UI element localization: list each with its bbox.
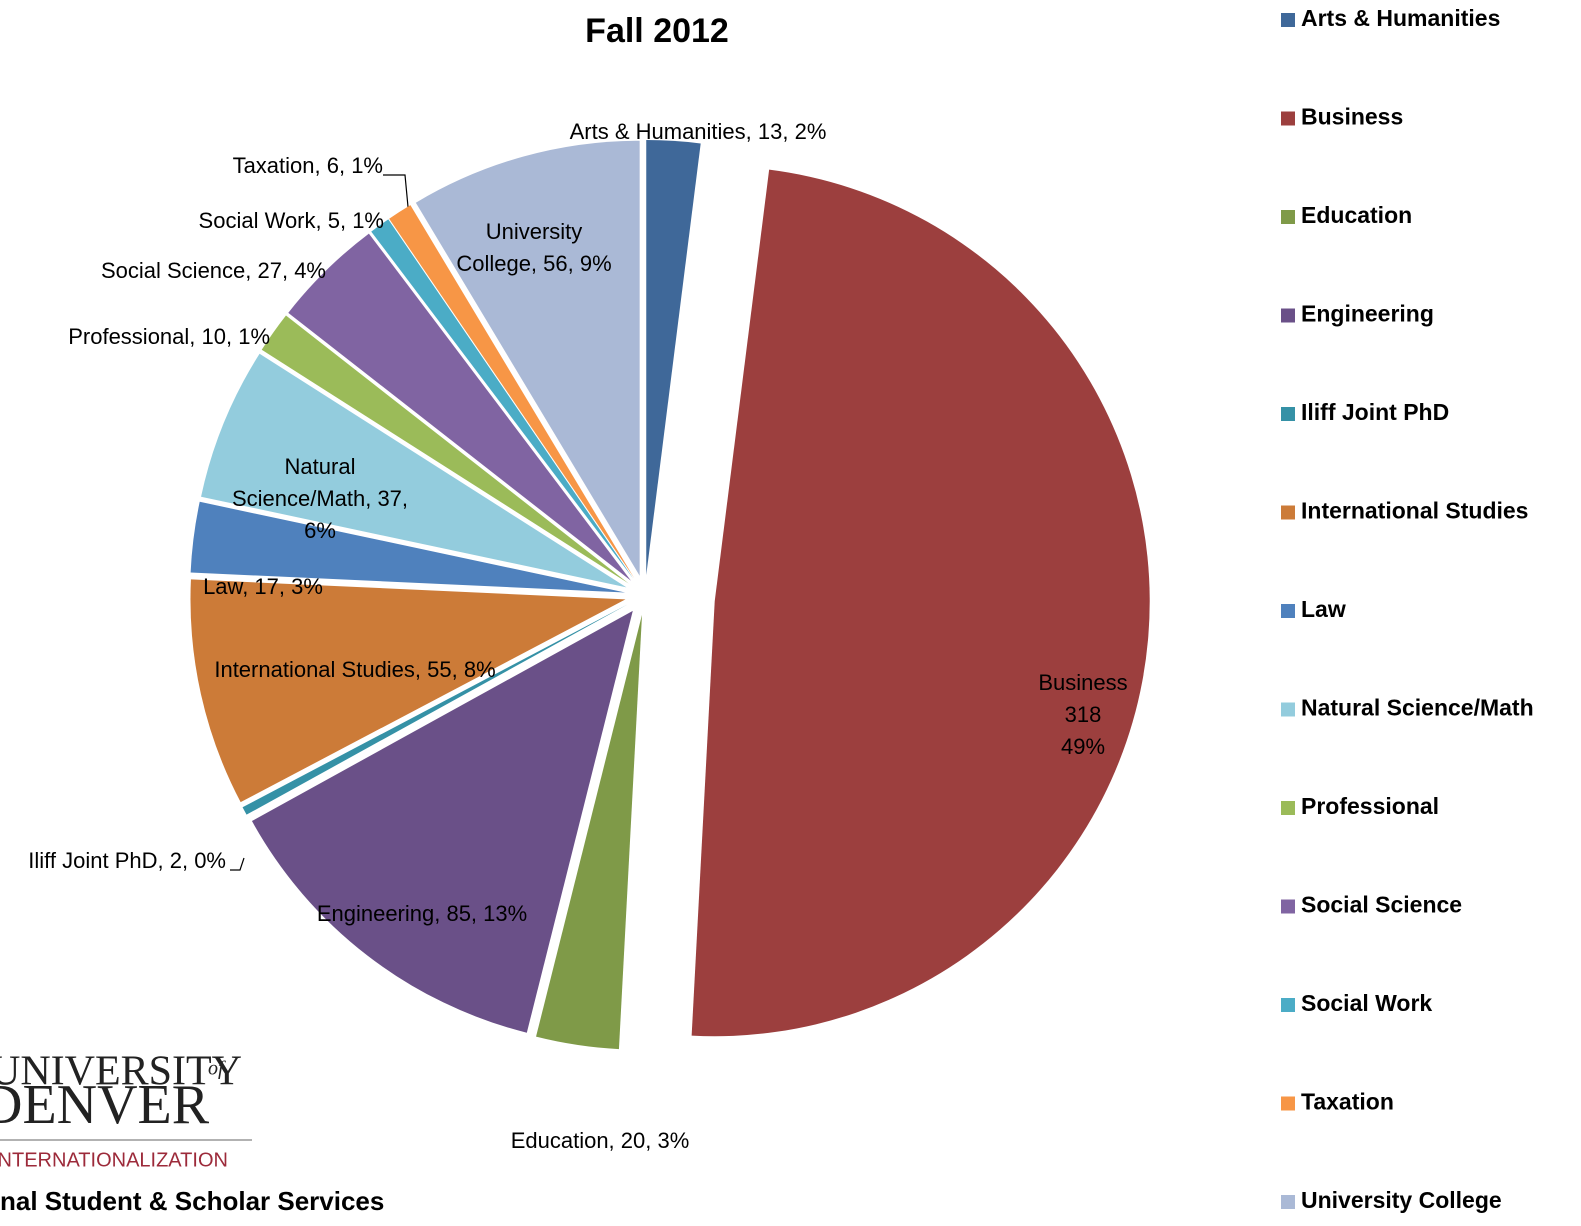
data-label: 6%: [304, 518, 336, 543]
legend-label: Law: [1301, 596, 1346, 622]
data-label: Engineering, 85, 13%: [317, 901, 527, 926]
pie-slice: [389, 205, 635, 579]
legend-swatch: [1281, 1195, 1295, 1209]
data-label: 318: [1065, 702, 1102, 727]
legend-swatch: [1281, 899, 1295, 914]
legend-label: Iliff Joint PhD: [1301, 399, 1449, 425]
logo-unit: INTERNATIONALIZATION: [0, 1149, 228, 1171]
pie-slice: [261, 315, 629, 584]
logo: UNIVERSITY of DENVER INTERNATIONALIZATIO…: [0, 1049, 384, 1216]
data-label: Education, 20, 3%: [511, 1128, 690, 1153]
legend-swatch: [1281, 505, 1295, 520]
pie-slice: [201, 353, 627, 588]
legend-swatch: [1281, 604, 1295, 618]
data-label: Business: [1038, 670, 1127, 695]
pie-slice: [288, 233, 631, 581]
legend-swatch: [1281, 1096, 1295, 1111]
data-label: 49%: [1061, 734, 1105, 759]
pie-slice: [371, 219, 634, 579]
legend-swatch: [1281, 13, 1295, 27]
legend-label: Professional: [1301, 793, 1439, 819]
data-label: Iliff Joint PhD, 2, 0%: [28, 848, 226, 873]
data-label: College, 56, 9%: [456, 251, 611, 276]
legend-swatch: [1281, 111, 1295, 126]
legend-swatch: [1281, 210, 1295, 224]
pie-slice: [242, 604, 628, 815]
pie-slice: [415, 140, 640, 576]
pie-slice: [646, 140, 701, 576]
legend-label: Engineering: [1301, 301, 1434, 327]
data-label: Arts & Humanities, 13, 2%: [570, 119, 827, 144]
legend-swatch: [1281, 801, 1295, 815]
data-label: Law, 17, 3%: [203, 574, 323, 599]
logo-office: nal Student & Scholar Services: [0, 1186, 384, 1216]
legend-swatch: [1281, 998, 1295, 1012]
data-label: Natural: [285, 454, 356, 479]
legend-label: Arts & Humanities: [1301, 5, 1500, 31]
pie-slice: [691, 169, 1150, 1037]
legend-swatch: [1281, 308, 1295, 323]
data-label: International Studies, 55, 8%: [214, 657, 495, 682]
legend-label: University College: [1301, 1187, 1502, 1213]
legend-label: Taxation: [1301, 1089, 1394, 1115]
logo-university: UNIVERSITY: [0, 1049, 242, 1095]
legend-label: Social Work: [1301, 990, 1432, 1016]
pie-slice: [251, 610, 633, 1033]
data-label: Social Science, 27, 4%: [101, 258, 326, 283]
chart-title: Fall 2012: [585, 12, 729, 50]
data-label: University: [486, 219, 583, 244]
pie-slice: [190, 501, 626, 593]
legend-swatch: [1281, 702, 1295, 717]
leader-line: [230, 857, 245, 871]
legend-label: Social Science: [1301, 892, 1462, 918]
data-label: Taxation, 6, 1%: [233, 153, 383, 178]
data-label: Science/Math, 37,: [232, 486, 408, 511]
data-label: Social Work, 5, 1%: [199, 208, 384, 233]
legend-swatch: [1281, 407, 1295, 421]
legend-label: Education: [1301, 202, 1412, 228]
legend-label: Business: [1301, 104, 1403, 130]
logo-of: of: [208, 1058, 226, 1080]
data-label: Professional, 10, 1%: [68, 324, 270, 349]
pie-slice: [536, 614, 643, 1050]
pie-slice: [190, 579, 626, 803]
logo-denver: DENVER: [0, 1074, 210, 1136]
legend-label: International Studies: [1301, 498, 1528, 524]
legend-label: Natural Science/Math: [1301, 695, 1534, 721]
